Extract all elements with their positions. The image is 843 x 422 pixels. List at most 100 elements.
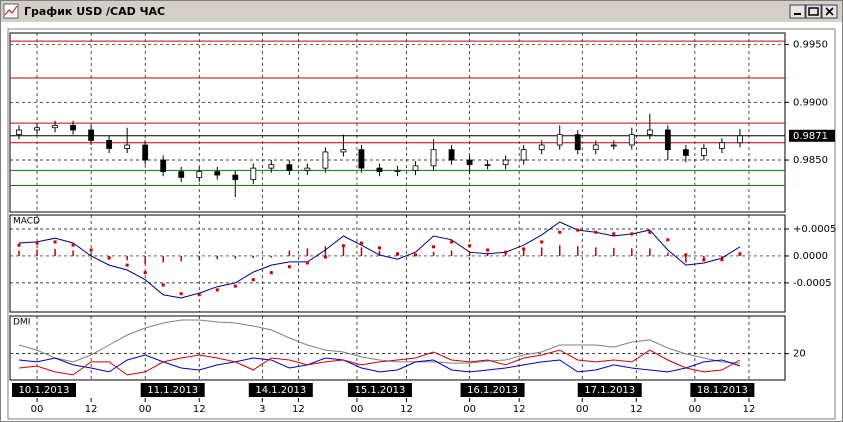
signal-dot (71, 243, 75, 247)
signal-dot (648, 230, 652, 234)
last-price-box (789, 129, 835, 142)
histogram-bar (126, 255, 128, 261)
candle-body (304, 167, 311, 171)
panel-title: MACD (13, 217, 40, 227)
histogram-bar (324, 246, 327, 256)
date-label: 14.1.2013 (255, 385, 306, 396)
histogram-bar (595, 247, 597, 256)
signal-dot (35, 241, 39, 245)
candle-body (556, 134, 563, 146)
candle-body (214, 171, 221, 176)
candle-body (106, 139, 113, 149)
signal-dot (17, 243, 21, 247)
candle-body (376, 167, 383, 172)
y-tick-label: 0.0000 (793, 251, 828, 262)
maximize-button[interactable] (805, 4, 822, 19)
histogram-bar (649, 248, 651, 256)
signal-dot (143, 271, 147, 275)
window-icon (3, 3, 19, 19)
histogram-bar (216, 255, 219, 260)
signal-dot (161, 283, 165, 287)
candle-body (394, 170, 401, 172)
signal-dot (450, 240, 454, 244)
x-tick-label: 00 (463, 404, 476, 415)
candle-body (484, 164, 491, 167)
signal-dot (720, 258, 724, 262)
y-tick-label: +0.0005 (793, 224, 836, 235)
close-button[interactable] (821, 4, 838, 19)
signal-dot (125, 263, 129, 267)
candle-body (574, 134, 581, 151)
histogram-bar (36, 249, 38, 256)
y-tick-label: 0.9950 (793, 40, 828, 51)
series-line (18, 319, 740, 364)
panel-frame (9, 315, 786, 381)
signal-dot (432, 245, 436, 249)
y-tick-label: 20 (793, 349, 806, 360)
histogram-bar (468, 251, 471, 256)
histogram-bar (270, 255, 273, 258)
candle-body (628, 134, 635, 146)
signal-dot (359, 241, 363, 245)
chart-border (7, 28, 836, 420)
date-label-box (347, 383, 412, 397)
x-tick-label: 00 (689, 404, 702, 415)
signal-dot (504, 250, 508, 254)
histogram-bar (54, 248, 56, 256)
signal-dot (215, 288, 219, 292)
x-tick-label: 12 (85, 404, 98, 415)
histogram-bar (504, 251, 507, 256)
candle-body (737, 135, 743, 144)
histogram-bar (108, 255, 110, 258)
candle-body (322, 151, 329, 169)
candle-body (520, 149, 527, 161)
candle-body (719, 142, 725, 149)
candle-body (142, 144, 149, 161)
candle-body (70, 124, 76, 131)
candle-body (466, 159, 473, 166)
y-tick-label: 0.9850 (793, 155, 828, 166)
series-line (18, 354, 741, 373)
signal-dot (522, 247, 526, 251)
candle-body (682, 149, 689, 156)
title-bar (1, 1, 842, 22)
histogram-bar (198, 255, 200, 261)
candle-body (340, 149, 347, 153)
histogram-bar (631, 248, 633, 256)
histogram-bar (667, 252, 669, 256)
signal-dot (305, 261, 309, 265)
signal-dot (414, 253, 418, 257)
minimize-button[interactable] (789, 4, 806, 19)
candle-body (412, 165, 419, 171)
signal-dot (251, 278, 255, 282)
candle-body (700, 148, 707, 156)
window-title: График USD /CAD ЧАС (24, 5, 165, 18)
candle-body (430, 149, 437, 167)
signal-dot (468, 244, 472, 248)
candle-body (448, 149, 455, 161)
x-tick-label: 00 (139, 404, 152, 415)
signal-dot (341, 244, 345, 248)
histogram-bar (576, 246, 579, 256)
histogram-bar (90, 253, 92, 256)
date-label: 15.1.2013 (354, 385, 405, 396)
signal-dot (377, 246, 381, 250)
y-tick-label: -0.0005 (793, 278, 832, 289)
panel-frame (9, 32, 786, 213)
candle-body (358, 149, 365, 169)
histogram-bar (522, 249, 525, 256)
histogram-bar (450, 250, 453, 256)
candle-body (52, 124, 58, 129)
date-label: 10.1.2013 (19, 385, 70, 396)
last-price-label: 0.9871 (793, 131, 828, 142)
signal-dot (666, 238, 670, 242)
x-tick-label: 12 (513, 404, 526, 415)
candle-body (160, 159, 167, 172)
histogram-bar (685, 255, 687, 263)
signal-dot (53, 240, 57, 244)
signal-dot (594, 230, 598, 234)
signal-dot (269, 271, 273, 275)
candle-body (124, 144, 131, 149)
histogram-bar (486, 252, 489, 256)
date-label: 11.1.2013 (147, 385, 198, 396)
